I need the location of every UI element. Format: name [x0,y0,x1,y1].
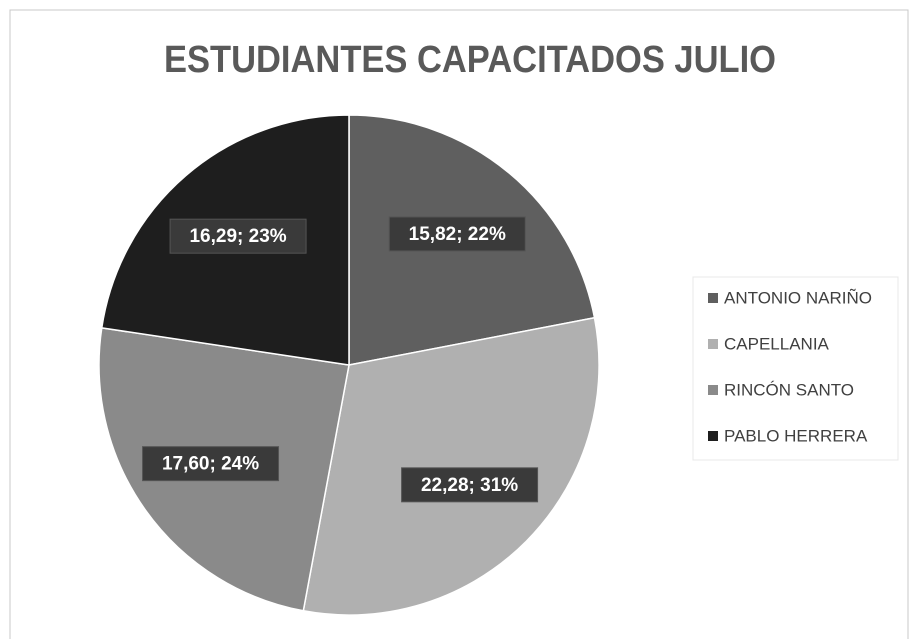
chart-title: ESTUDIANTES CAPACITADOS JULIO [164,39,776,81]
legend-label: PABLO HERRERA [724,426,868,445]
legend-swatch [708,431,718,441]
legend-label: RINCÓN SANTO [724,380,854,399]
data-label-box [388,216,526,252]
data-label: 17,60; 24% [162,454,259,475]
data-label: 16,29; 23% [189,226,286,247]
data-label: 15,82; 22% [409,224,506,245]
legend-label: ANTONIO NARIÑO [724,288,872,307]
pie-slice [302,316,600,616]
data-label: 22,28; 31% [421,475,518,496]
legend-box [692,276,899,461]
data-label-box [401,467,539,503]
legend-swatch [708,339,718,349]
legend-label: CAPELLANIA [724,334,830,353]
data-label-box [142,446,280,482]
legend-swatch [708,385,718,395]
legend-swatch [708,293,718,303]
data-label-box [169,218,307,254]
